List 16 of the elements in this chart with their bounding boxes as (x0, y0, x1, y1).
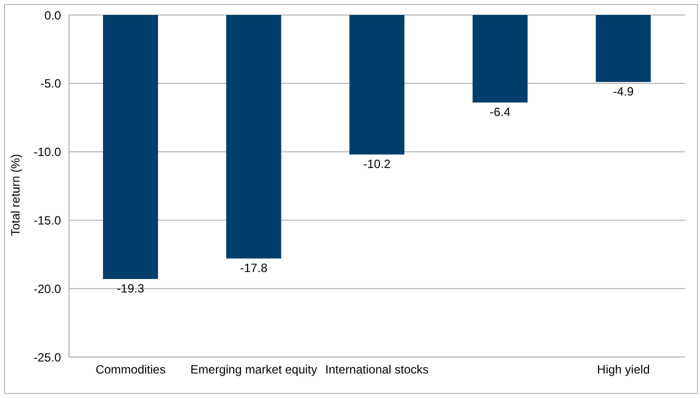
x-tick-label: High yield (597, 362, 650, 377)
x-tick-label: Commodities (96, 362, 166, 377)
y-tick-label: -25.0 (34, 350, 62, 364)
x-tick-label: International stocks (325, 362, 429, 377)
y-tick-label: -5.0 (40, 76, 62, 91)
data-label: -17.8 (240, 261, 268, 276)
data-label: -4.9 (612, 84, 634, 99)
y-tick-label: -15.0 (34, 213, 62, 228)
data-label: -10.2 (363, 157, 391, 172)
y-axis-title: Total return (%) (8, 154, 22, 236)
x-tick-label: Emerging market equity (190, 362, 318, 377)
y-tick-label: -20.0 (34, 282, 62, 296)
y-tick-label: -10.0 (34, 145, 62, 160)
y-tick-label: 0.0 (44, 8, 62, 22)
data-label: -6.4 (490, 105, 511, 120)
data-label: -19.3 (116, 282, 144, 296)
